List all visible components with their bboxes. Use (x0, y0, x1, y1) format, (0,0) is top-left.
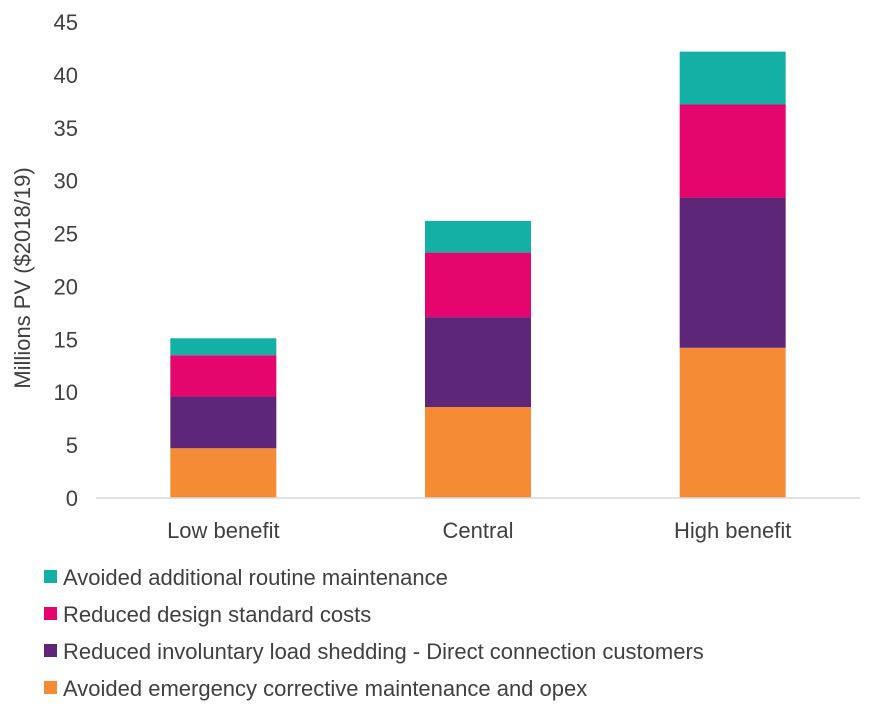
x-category-label: Central (443, 518, 514, 543)
bar-segment (425, 220, 531, 253)
legend-swatch (44, 644, 57, 657)
y-tick-label: 30 (54, 169, 78, 194)
y-tick-label: 5 (66, 433, 78, 458)
y-axis-title: Millions PV ($2018/19) (10, 167, 35, 388)
bar-segment (170, 396, 277, 449)
y-tick-label: 0 (66, 486, 78, 511)
legend-label: Reduced design standard costs (63, 602, 371, 627)
bar-segment (679, 347, 786, 498)
x-category-label: Low benefit (167, 518, 280, 543)
bar-segment (679, 104, 786, 198)
bar-segment (679, 51, 786, 105)
bar-segment (170, 448, 277, 498)
y-tick-label: 35 (54, 116, 78, 141)
x-category-label: High benefit (674, 518, 791, 543)
bar-segment (170, 355, 277, 397)
legend-swatch (44, 570, 57, 583)
y-axis-ticks: 0 5 10 15 20 25 30 35 40 45 (54, 10, 78, 511)
bar-segment (170, 338, 277, 356)
y-tick-label: 20 (54, 274, 78, 299)
legend-label: Avoided emergency corrective maintenance… (63, 676, 587, 701)
bar-segment (425, 252, 531, 318)
legend-label: Reduced involuntary load shedding - Dire… (63, 639, 704, 664)
legend-label: Avoided additional routine maintenance (63, 565, 448, 590)
x-axis-labels: Low benefit Central High benefit (167, 518, 791, 543)
y-tick-label: 25 (54, 222, 78, 247)
bars (170, 51, 786, 498)
legend-swatch (44, 681, 57, 694)
y-tick-label: 15 (54, 327, 78, 352)
legend: Avoided additional routine maintenance Re… (44, 565, 704, 701)
legend-swatch (44, 607, 57, 620)
bar-segment (425, 317, 531, 408)
y-tick-label: 40 (54, 63, 78, 88)
bar-segment (425, 407, 531, 498)
bar-segment (679, 197, 786, 348)
y-tick-label: 45 (54, 10, 78, 35)
y-tick-label: 10 (54, 380, 78, 405)
